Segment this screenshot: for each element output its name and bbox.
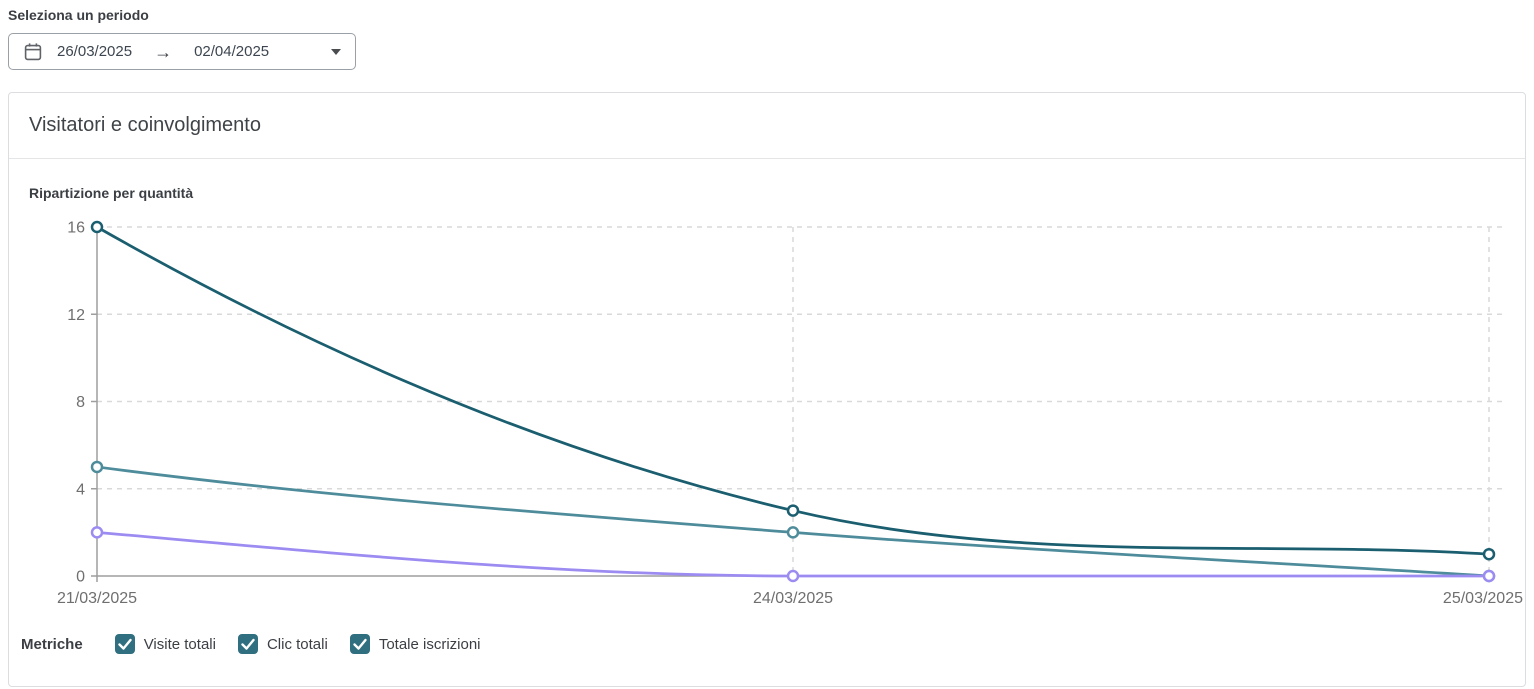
chevron-down-icon[interactable]	[331, 48, 341, 55]
line-chart: 0 4 8 12 16 21/03/2025 24/03/2025 25/03/2025	[9, 201, 1525, 616]
start-date-value[interactable]: 26/03/2025	[57, 43, 133, 60]
checkbox-checked-icon[interactable]	[237, 634, 258, 654]
data-point-visite-totali[interactable]	[90, 220, 104, 234]
x-tick-label: 24/03/2025	[753, 590, 833, 607]
y-tick-label: 4	[76, 481, 85, 498]
metric-toggle-clic-totali[interactable]: Clic totali	[237, 634, 328, 654]
end-date-value[interactable]: 02/04/2025	[194, 43, 270, 60]
y-tick-label: 12	[67, 307, 85, 324]
metric-label: Clic totali	[266, 635, 328, 653]
checkbox-checked-icon[interactable]	[349, 634, 370, 654]
data-point-totale-iscrizioni[interactable]	[90, 526, 104, 539]
x-tick-label: 21/03/2025	[57, 590, 137, 607]
chart-subtitle: Ripartizione per quantità	[29, 185, 194, 201]
data-point-clic-totali[interactable]	[786, 526, 800, 539]
visitors-engagement-card: Visitatori e coinvolgimento Ripartizione…	[8, 92, 1526, 687]
x-tick-label: 25/03/2025	[1443, 590, 1523, 607]
metric-toggle-totale-iscrizioni[interactable]: Totale iscrizioni	[349, 634, 481, 654]
data-point-visite-totali[interactable]	[786, 504, 800, 517]
card-title: Visitatori e coinvolgimento	[29, 114, 261, 136]
data-point-clic-totali[interactable]	[90, 460, 104, 474]
data-point-totale-iscrizioni[interactable]	[1482, 569, 1496, 583]
data-point-totale-iscrizioni[interactable]	[786, 569, 800, 583]
y-tick-label: 16	[67, 220, 85, 237]
period-section: Seleziona un periodo 26/03/2025 → 02/04/…	[8, 7, 356, 70]
metrics-bar: Metriche Visite totali Clic totali Total…	[21, 634, 1525, 654]
card-header: Visitatori e coinvolgimento	[9, 93, 1525, 159]
metric-toggle-visite-totali[interactable]: Visite totali	[114, 634, 216, 654]
metrics-label: Metriche	[21, 635, 83, 653]
arrow-right-icon: →	[154, 41, 173, 62]
data-point-visite-totali[interactable]	[1482, 547, 1496, 561]
metric-label: Totale iscrizioni	[378, 635, 481, 653]
calendar-icon	[23, 42, 43, 62]
date-range-picker[interactable]: 26/03/2025 → 02/04/2025	[8, 33, 356, 70]
checkbox-checked-icon[interactable]	[114, 634, 135, 654]
period-section-label: Seleziona un periodo	[8, 7, 149, 23]
y-tick-label: 0	[76, 569, 85, 586]
chart-canvas: 0 4 8 12 16 21/03/2025 24/03/2025 25/03/2025	[57, 220, 1523, 608]
y-tick-label: 8	[76, 394, 85, 411]
metric-label: Visite totali	[143, 635, 216, 653]
